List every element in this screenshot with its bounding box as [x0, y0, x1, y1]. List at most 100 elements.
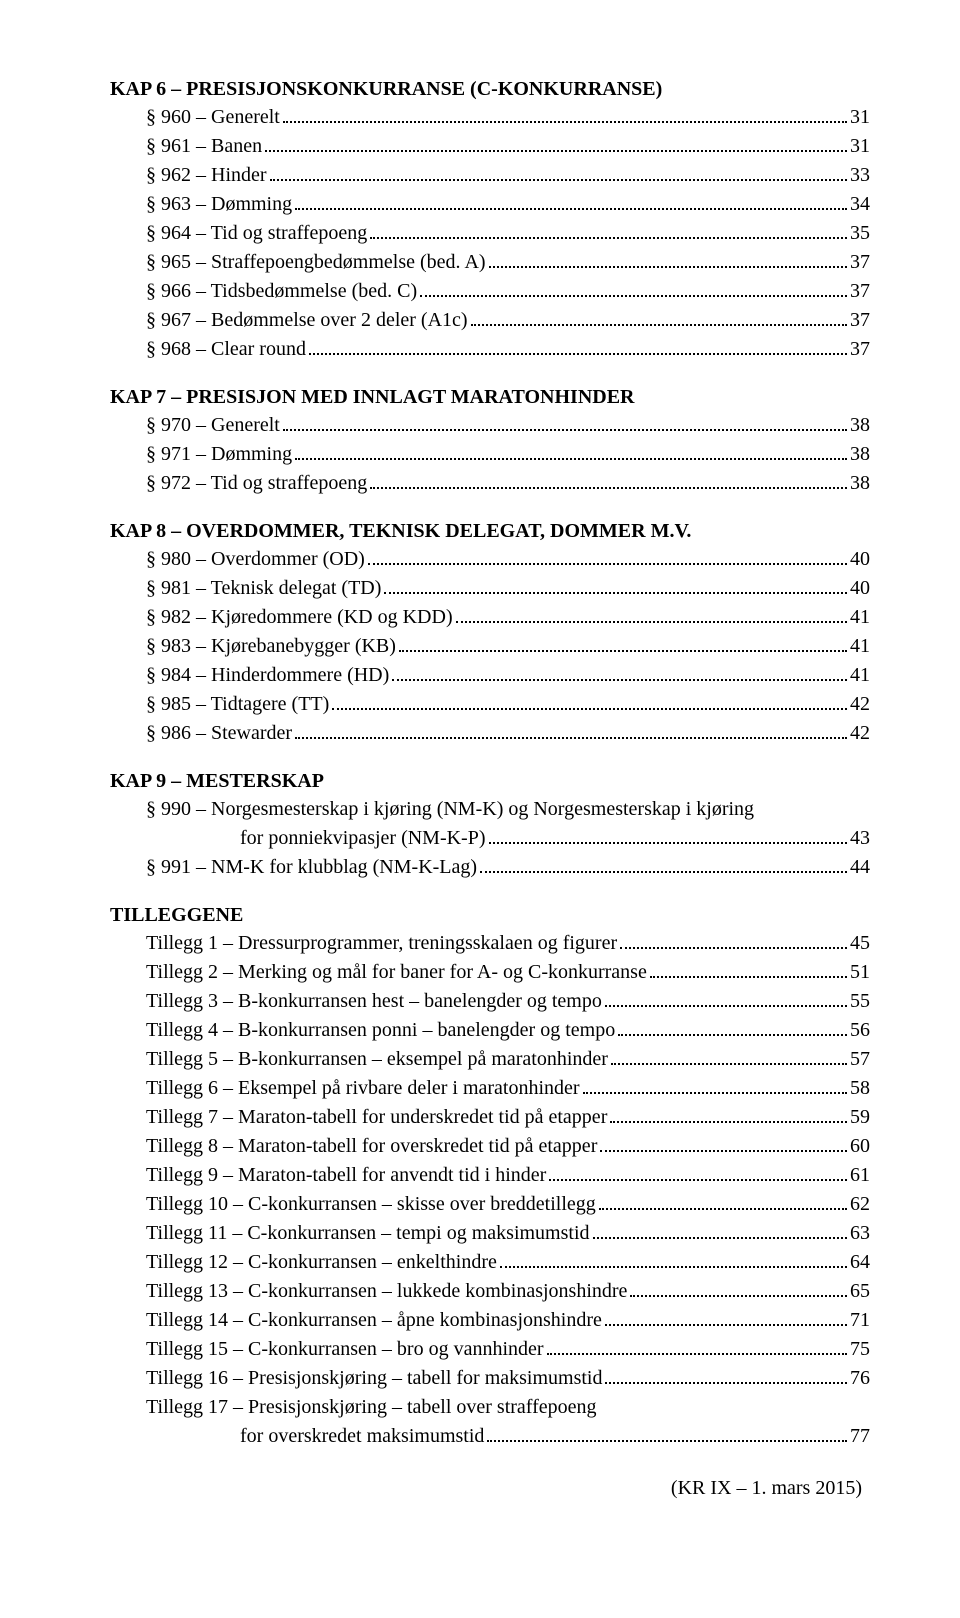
toc-entry-label: § 990 – Norgesmesterskap i kjøring (NM-K…	[146, 795, 754, 824]
toc-entry-page: 35	[850, 219, 870, 248]
toc-leader	[370, 474, 847, 489]
toc-entry: Tillegg 5 – B-konkurransen – eksempel på…	[146, 1045, 870, 1074]
toc-leader	[605, 1369, 847, 1384]
toc-leader	[618, 1021, 847, 1036]
toc-entry-page: 41	[850, 603, 870, 632]
toc-entry: § 986 – Stewarder 42	[146, 719, 870, 748]
toc-entry-page: 43	[850, 824, 870, 853]
toc-entry-page: 51	[850, 958, 870, 987]
toc-entry: Tillegg 9 – Maraton-tabell for anvendt t…	[146, 1161, 870, 1190]
toc-entry-label: § 982 – Kjøredommere (KD og KDD)	[146, 603, 453, 632]
toc-entry-label: for overskredet maksimumstid	[240, 1422, 484, 1451]
toc-leader	[547, 1340, 847, 1355]
table-of-contents: KAP 6 – PRESISJONSKONKURRANSE (C-KONKURR…	[110, 78, 870, 1451]
toc-entry-page: 41	[850, 661, 870, 690]
toc-entry-page: 62	[850, 1190, 870, 1219]
toc-entry: § 972 – Tid og straffepoeng 38	[146, 469, 870, 498]
toc-entry-page: 40	[850, 574, 870, 603]
toc-entry-label: Tillegg 9 – Maraton-tabell for anvendt t…	[146, 1161, 546, 1190]
toc-entry-page: 57	[850, 1045, 870, 1074]
toc-entry: § 963 – Dømming 34	[146, 190, 870, 219]
toc-entry-page: 61	[850, 1161, 870, 1190]
toc-entry-label: Tillegg 7 – Maraton-tabell for underskre…	[146, 1103, 607, 1132]
toc-leader	[605, 992, 847, 1007]
toc-entry-page: 37	[850, 277, 870, 306]
toc-entry: § 960 – Generelt31	[146, 103, 870, 132]
toc-entry-page: 75	[850, 1335, 870, 1364]
toc-entry-page: 63	[850, 1219, 870, 1248]
toc-entry-label: § 991 – NM-K for klubblag (NM-K-Lag)	[146, 853, 477, 882]
toc-entry: Tillegg 10 – C-konkurransen – skisse ove…	[146, 1190, 870, 1219]
toc-entry-page: 56	[850, 1016, 870, 1045]
toc-entry: § 985 – Tidtagere (TT)42	[146, 690, 870, 719]
toc-entry: § 984 – Hinderdommere (HD)41	[146, 661, 870, 690]
toc-leader	[630, 1282, 847, 1297]
toc-entry-page: 38	[850, 469, 870, 498]
toc-leader	[265, 137, 847, 152]
toc-leader	[283, 108, 847, 123]
toc-entry: § 961 – Banen31	[146, 132, 870, 161]
toc-entry-label: § 965 – Straffepoengbedømmelse (bed. A)	[146, 248, 486, 277]
toc-leader	[500, 1253, 847, 1268]
toc-leader	[270, 166, 847, 181]
toc-entry: Tillegg 3 – B-konkurransen hest – banele…	[146, 987, 870, 1016]
toc-entry-page: 40	[850, 545, 870, 574]
toc-entry-label: § 966 – Tidsbedømmelse (bed. C)	[146, 277, 417, 306]
toc-entry-page: 76	[850, 1364, 870, 1393]
toc-entry-page: 34	[850, 190, 870, 219]
toc-entry-label: § 972 – Tid og straffepoeng	[146, 469, 367, 498]
toc-entry-label: § 981 – Teknisk delegat (TD)	[146, 574, 381, 603]
footer-text: (KR IX – 1. mars 2015)	[110, 1477, 870, 1500]
toc-entry: § 990 – Norgesmesterskap i kjøring (NM-K…	[146, 795, 870, 824]
chapter-heading: KAP 6 – PRESISJONSKONKURRANSE (C-KONKURR…	[110, 78, 870, 101]
toc-entry-label: § 968 – Clear round	[146, 335, 306, 364]
toc-leader	[583, 1079, 847, 1094]
toc-entry-page: 71	[850, 1306, 870, 1335]
toc-leader	[599, 1195, 847, 1210]
toc-entry: Tillegg 12 – C-konkurransen – enkelthind…	[146, 1248, 870, 1277]
toc-entry-page: 59	[850, 1103, 870, 1132]
toc-leader	[456, 608, 847, 623]
toc-entry: § 982 – Kjøredommere (KD og KDD) 41	[146, 603, 870, 632]
toc-entry-label: § 985 – Tidtagere (TT)	[146, 690, 329, 719]
toc-entry: § 970 – Generelt38	[146, 411, 870, 440]
toc-entry: § 991 – NM-K for klubblag (NM-K-Lag)44	[146, 853, 870, 882]
toc-leader	[600, 1137, 847, 1152]
toc-entry-label: § 963 – Dømming	[146, 190, 292, 219]
toc-entry-page: 42	[850, 719, 870, 748]
toc-entry-label: § 960 – Generelt	[146, 103, 280, 132]
toc-entry-label: § 980 – Overdommer (OD)	[146, 545, 365, 574]
chapter-heading: KAP 8 – OVERDOMMER, TEKNISK DELEGAT, DOM…	[110, 520, 870, 543]
toc-entry-label: § 986 – Stewarder	[146, 719, 292, 748]
toc-leader	[489, 829, 848, 844]
toc-entry-page: 38	[850, 440, 870, 469]
toc-entry-label: Tillegg 17 – Presisjonskjøring – tabell …	[146, 1393, 597, 1422]
toc-entry: Tillegg 15 – C-konkurransen – bro og van…	[146, 1335, 870, 1364]
toc-leader	[480, 858, 847, 873]
toc-leader	[399, 637, 847, 652]
toc-entry-label: Tillegg 2 – Merking og mål for baner for…	[146, 958, 647, 987]
toc-leader	[605, 1311, 847, 1326]
toc-entry-page: 33	[850, 161, 870, 190]
toc-entry-label: Tillegg 12 – C-konkurransen – enkelthind…	[146, 1248, 497, 1277]
toc-leader	[549, 1166, 847, 1181]
toc-leader	[489, 253, 847, 268]
toc-entry-page: 41	[850, 632, 870, 661]
toc-entry: § 980 – Overdommer (OD) 40	[146, 545, 870, 574]
toc-leader	[620, 934, 847, 949]
toc-entry: § 962 – Hinder33	[146, 161, 870, 190]
toc-entry: Tillegg 6 – Eksempel på rivbare deler i …	[146, 1074, 870, 1103]
toc-leader	[295, 195, 847, 210]
toc-entry-page: 37	[850, 335, 870, 364]
toc-leader	[295, 445, 847, 460]
toc-entry: Tillegg 2 – Merking og mål for baner for…	[146, 958, 870, 987]
toc-entry-label: Tillegg 13 – C-konkurransen – lukkede ko…	[146, 1277, 627, 1306]
toc-entry: § 966 – Tidsbedømmelse (bed. C) 37	[146, 277, 870, 306]
toc-entry: § 983 – Kjørebanebygger (KB)41	[146, 632, 870, 661]
toc-leader	[295, 724, 847, 739]
toc-entry-label: Tillegg 11 – C-konkurransen – tempi og m…	[146, 1219, 590, 1248]
toc-entry-label: Tillegg 5 – B-konkurransen – eksempel på…	[146, 1045, 608, 1074]
toc-entry-page: 64	[850, 1248, 870, 1277]
toc-leader	[420, 282, 847, 297]
toc-entry-label: Tillegg 6 – Eksempel på rivbare deler i …	[146, 1074, 580, 1103]
